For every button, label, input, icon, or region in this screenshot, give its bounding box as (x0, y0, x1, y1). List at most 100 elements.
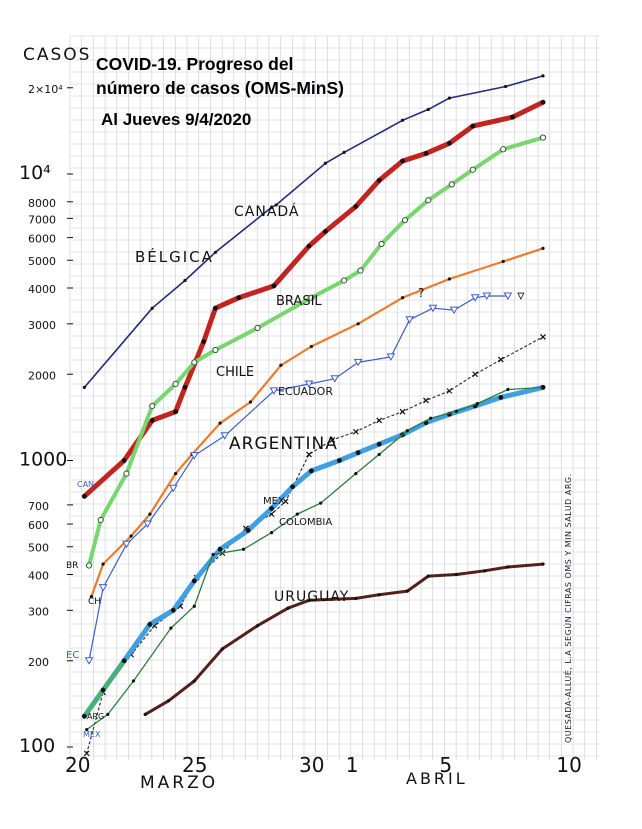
data-point-chile (501, 259, 505, 264)
x-axis-label-april: ABRIL (406, 769, 468, 788)
data-point-mex (446, 387, 453, 394)
data-point-chile (148, 512, 152, 516)
y-tick-label: 300 (28, 605, 49, 618)
data-point-brasil (357, 267, 364, 274)
data-point-canad- (201, 339, 207, 345)
x-axis-label-march: MARZO (140, 773, 218, 793)
data-point-ecuador (353, 358, 363, 367)
series-line-brasil (87, 135, 545, 568)
data-point-colombia (295, 512, 299, 516)
data-point-uruguay (454, 572, 459, 577)
data-point-mex (282, 498, 289, 505)
chart-subtitle: Al Jueves 9/4/2020 (101, 110, 252, 129)
data-point-ecuador (470, 294, 480, 302)
grid (69, 35, 600, 760)
data-point-b-lgica (342, 150, 346, 154)
data-point-argentina (100, 687, 106, 693)
data-point-b-lgica (401, 118, 405, 122)
data-point-uruguay (143, 712, 147, 716)
data-point-uruguay (377, 593, 381, 597)
data-point-canad- (447, 140, 452, 146)
data-point-uruguay (192, 679, 196, 683)
data-point-brasil (448, 181, 455, 188)
series-line-colombia (86, 386, 544, 731)
data-point-argentina (81, 713, 87, 719)
y-tick-label: 1000 (19, 449, 67, 471)
data-point-canad- (182, 384, 188, 390)
data-point-colombia (269, 531, 274, 535)
data-point-canad- (306, 243, 312, 249)
data-point-colombia (319, 501, 323, 505)
y-tick-label: 200 (28, 656, 49, 669)
series-label-canada: CANADÁ (234, 203, 300, 220)
series-label-uruguay: URUGUAY (274, 589, 349, 605)
data-point-colombia (475, 401, 480, 406)
data-point-uruguay (286, 606, 290, 610)
series-label-colombia: COLOMBIA (279, 517, 332, 528)
y-tick-label: 5000 (28, 255, 56, 268)
data-point-brasil (378, 240, 385, 248)
data-point-b-lgica (274, 203, 278, 207)
series-line-argentina (81, 384, 546, 719)
data-point-canad- (510, 114, 515, 120)
chart-title-line-2: número de casos (OMS-MinS) (96, 78, 344, 98)
data-point-mex (83, 750, 90, 757)
data-point-b-lgica (426, 107, 430, 112)
data-point-brasil (212, 346, 219, 354)
data-point-brasil (469, 166, 476, 173)
data-point-canad- (322, 229, 328, 234)
data-point-uruguay (354, 596, 358, 601)
series-line-mex (86, 336, 544, 754)
data-point-colombia (354, 472, 358, 476)
data-point-b-lgica (269, 205, 274, 209)
y-tick-label: 2×10⁴ (28, 83, 63, 96)
data-point-chile (174, 472, 178, 476)
y-axis-label: CASOS (23, 45, 91, 65)
data-point-ecuador (503, 292, 513, 301)
data-point-brasil (85, 562, 93, 569)
data-point-canad- (121, 458, 127, 463)
data-point-b-lgica (150, 306, 154, 310)
data-point-ecuador (405, 316, 414, 324)
data-point-mex (352, 428, 359, 435)
series-label-ch-small: CH (88, 597, 101, 607)
data-point-ecuador (482, 292, 492, 301)
data-point-colombia (131, 679, 136, 683)
data-point-ecuador (269, 387, 279, 395)
data-point-colombia (429, 416, 433, 420)
data-point-brasil (500, 146, 507, 153)
data-point-b-lgica (447, 96, 451, 100)
data-point-chile (309, 344, 313, 349)
author-credit: QUESADA-ALLUÉ, L.A SEGÚN CIFRAS OMS Y MI… (564, 473, 573, 743)
data-point-canad- (353, 204, 359, 209)
data-point-canad- (540, 99, 546, 105)
data-point-canad- (376, 177, 382, 183)
data-point-brasil (123, 470, 130, 477)
y-tick-label: 500 (28, 542, 49, 555)
data-point-uruguay (167, 699, 171, 703)
data-point-canad- (236, 295, 242, 301)
data-point-colombia (241, 547, 246, 551)
data-point-brasil (401, 217, 409, 224)
data-point-mex (376, 417, 383, 424)
data-point-brasil (254, 324, 261, 332)
data-point-ecuador (330, 375, 340, 383)
series-line-uruguay (143, 562, 545, 716)
data-point-colombia (211, 552, 215, 557)
data-point-canad- (213, 305, 218, 311)
data-point-chile (101, 562, 105, 566)
data-point-ecuador (304, 380, 314, 388)
data-point-argentina (376, 441, 382, 447)
data-point-canad- (470, 123, 476, 129)
data-point-argentina (269, 506, 274, 511)
data-point-b-lgica (82, 385, 86, 389)
data-point-chile (279, 363, 283, 367)
data-point-argentina (498, 395, 504, 400)
data-point-uruguay (255, 624, 260, 628)
data-point-colombia (454, 409, 459, 413)
y-tick-label: 3000 (28, 319, 56, 332)
x-tick-label: 1 (346, 753, 359, 777)
x-tick-label: 25 (182, 753, 207, 777)
data-point-argentina (121, 658, 127, 664)
